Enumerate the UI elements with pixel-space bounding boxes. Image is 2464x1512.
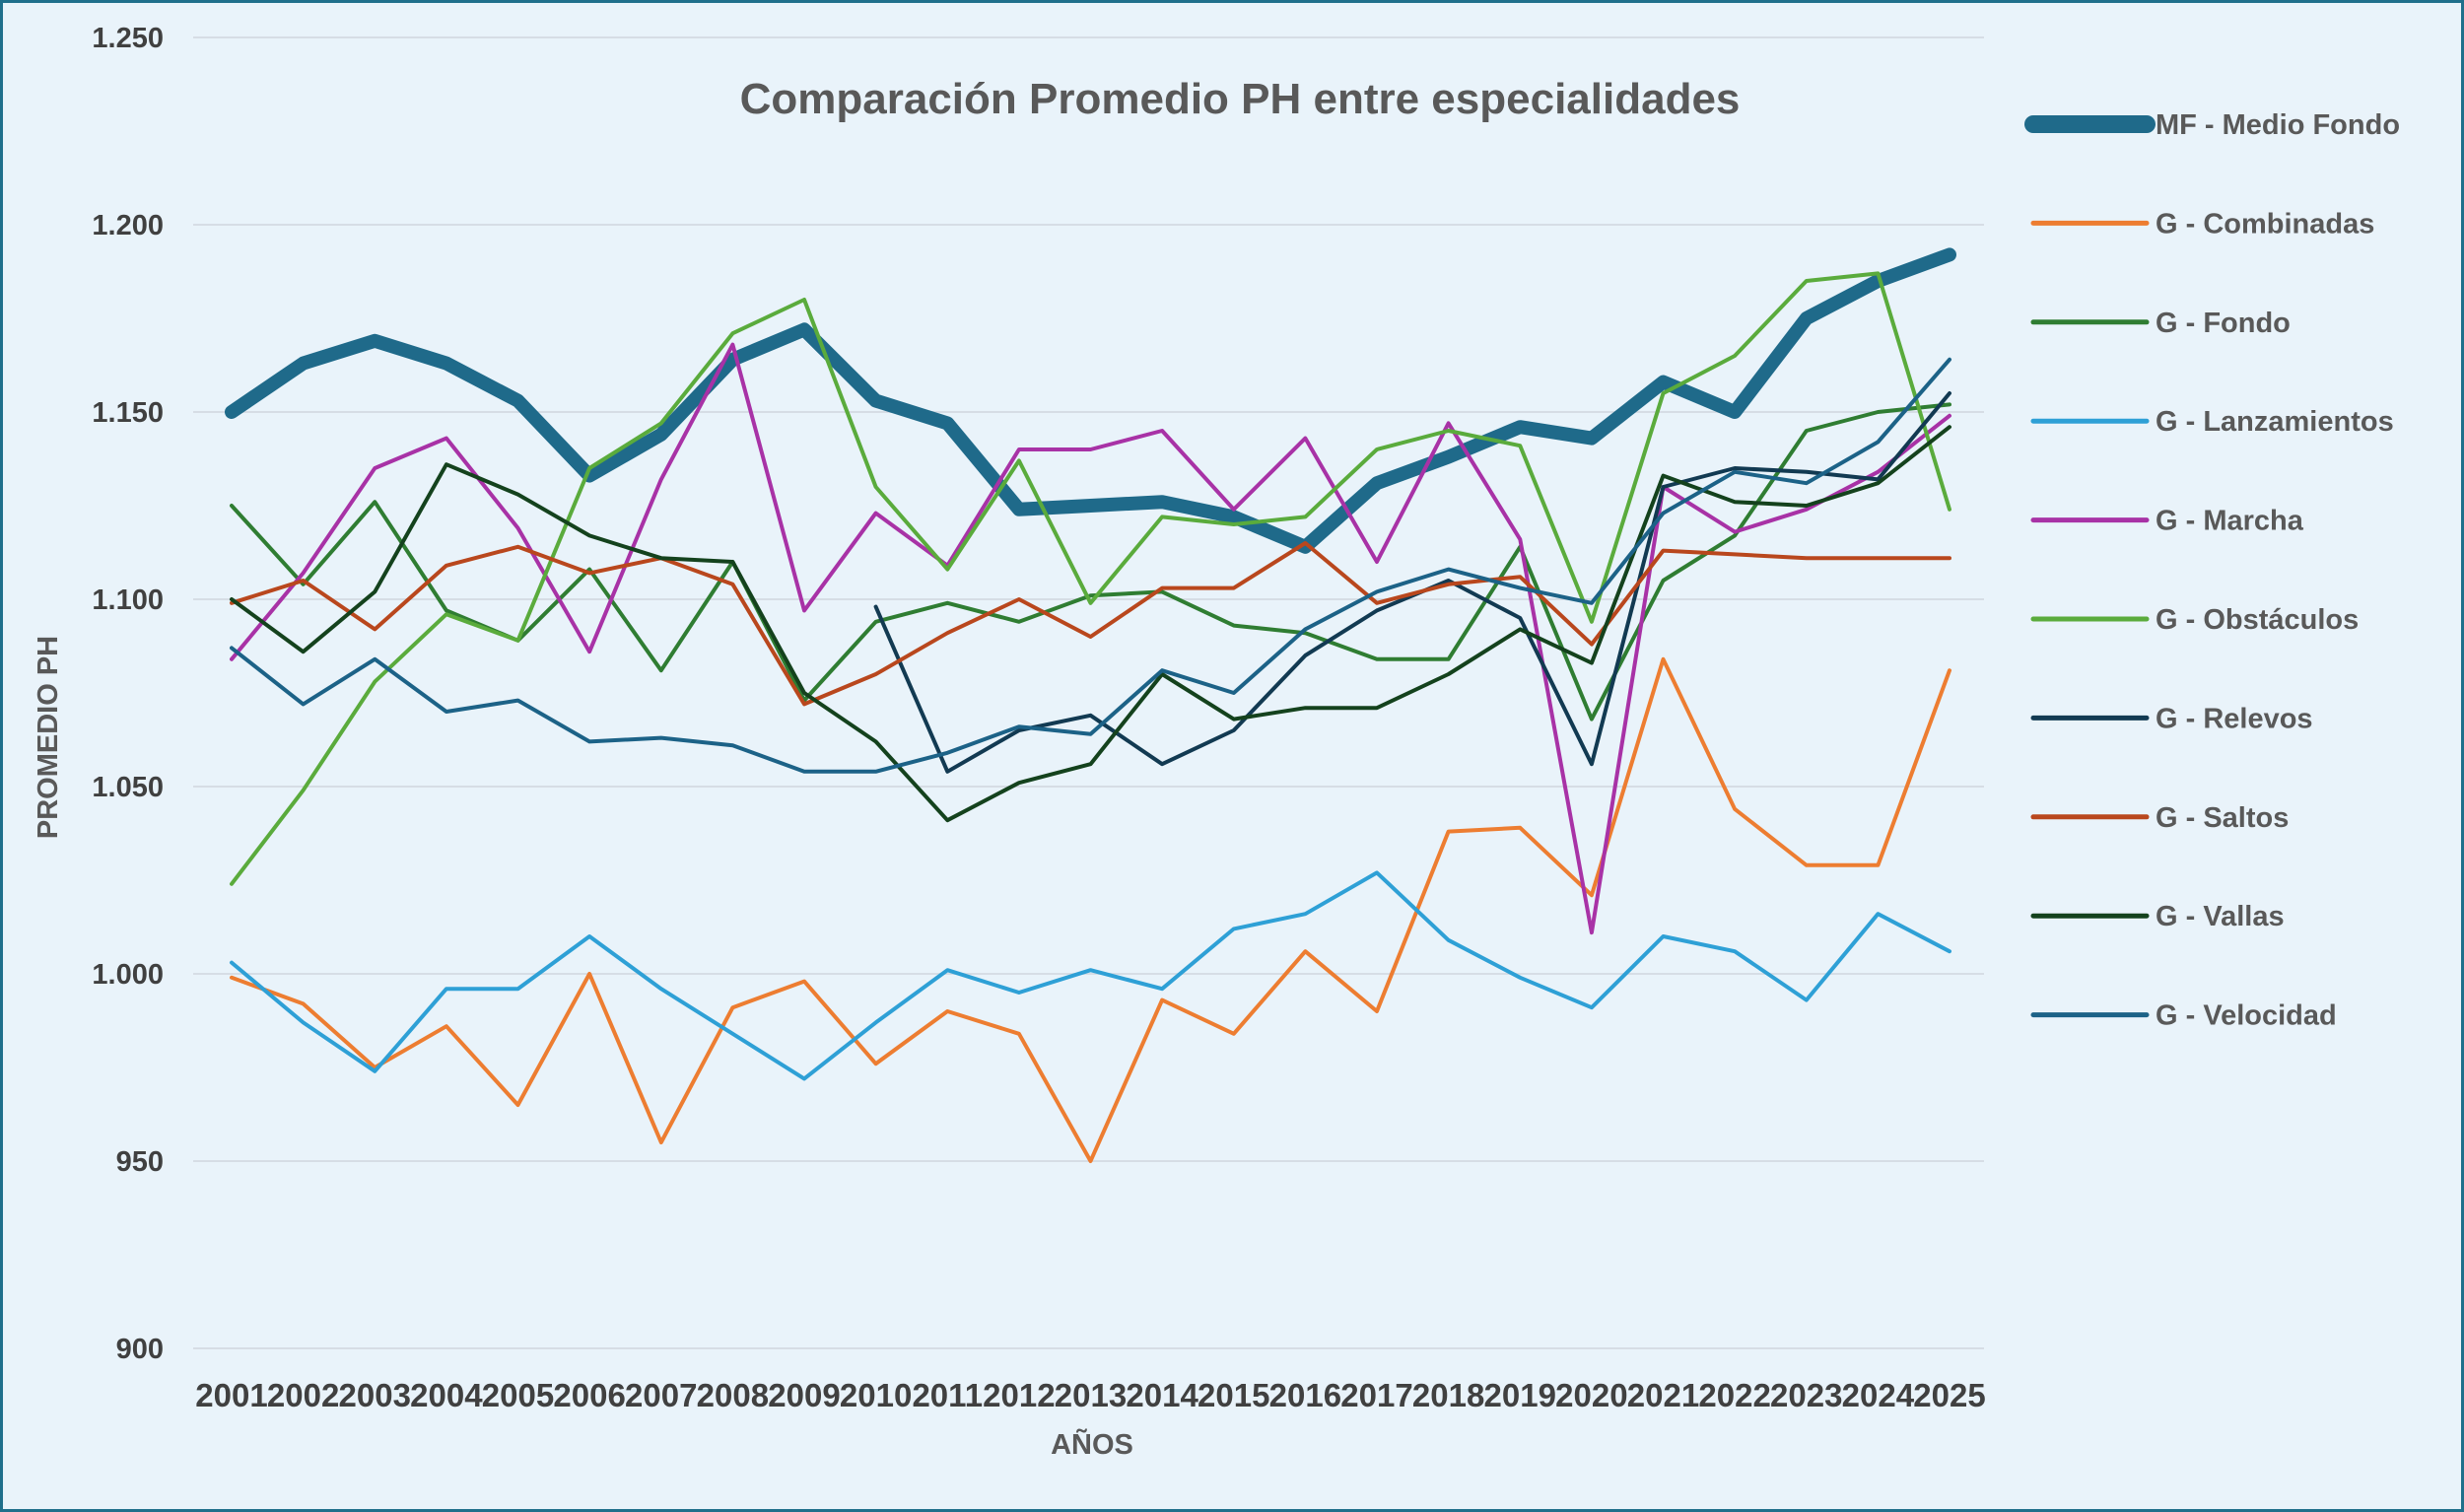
legend-item: G - Saltos <box>2030 802 2289 834</box>
series-line <box>230 870 1951 1081</box>
x-tick-label: 2015 <box>1198 1377 1269 1413</box>
chart-title: Comparación Promedio PH entre especialid… <box>740 75 1741 123</box>
legend-label: G - Obstáculos <box>2156 604 2359 636</box>
legend-label: G - Marcha <box>2156 506 2304 537</box>
y-axis-ticks: 900 950 1.000 1.050 1.100 1.150 1.200 1.250 <box>92 23 164 1365</box>
x-tick-label: 2005 <box>482 1377 554 1413</box>
series-line <box>230 425 1951 823</box>
legend-item: G - Fondo <box>2030 308 2291 339</box>
legend-label: G - Combinadas <box>2156 208 2374 240</box>
x-tick-label: 2023 <box>1770 1377 1842 1413</box>
series-3 <box>230 870 1951 1081</box>
y-tick-label: 1.050 <box>92 772 164 803</box>
x-tick-label: 2020 <box>1555 1377 1627 1413</box>
legend-item: G - Lanzamientos <box>2030 406 2394 438</box>
x-tick-label: 2003 <box>339 1377 411 1413</box>
x-tick-label: 2010 <box>840 1377 912 1413</box>
y-tick-label: 1.150 <box>92 397 164 429</box>
x-tick-label: 2004 <box>410 1377 483 1413</box>
x-tick-label: 2008 <box>697 1377 769 1413</box>
legend-label: MF - Medio Fondo <box>2156 109 2400 141</box>
series-7 <box>230 541 1951 707</box>
series-line <box>230 541 1951 707</box>
legend-item: G - Combinadas <box>2030 208 2374 240</box>
legend-label: G - Relevos <box>2156 703 2313 734</box>
legend-label: G - Velocidad <box>2156 1000 2337 1032</box>
y-tick-label: 1.100 <box>92 584 164 616</box>
series-lines <box>225 247 1956 1163</box>
gridlines <box>193 36 1984 1349</box>
legend-item: G - Marcha <box>2030 506 2304 537</box>
y-tick-label: 950 <box>116 1146 164 1178</box>
legend-label: G - Saltos <box>2156 802 2289 834</box>
y-tick-label: 1.250 <box>92 23 164 54</box>
y-axis-title: PROMEDIO PH <box>33 636 64 839</box>
x-tick-label: 2022 <box>1698 1377 1770 1413</box>
x-tick-label: 2017 <box>1340 1377 1412 1413</box>
x-tick-label: 2007 <box>625 1377 697 1413</box>
y-tick-label: 1.200 <box>92 210 164 241</box>
x-tick-label: 2014 <box>1126 1377 1198 1413</box>
legend-item: G - Relevos <box>2030 703 2313 734</box>
series-line <box>230 271 1951 886</box>
series-0 <box>225 247 1956 554</box>
x-tick-label: 2016 <box>1269 1377 1341 1413</box>
x-tick-label: 2024 <box>1842 1377 1915 1413</box>
series-line <box>230 656 1951 1163</box>
series-1 <box>230 656 1951 1163</box>
series-9 <box>230 357 1951 774</box>
x-tick-label: 2019 <box>1484 1377 1556 1413</box>
x-tick-label: 2011 <box>912 1377 983 1413</box>
y-tick-label: 900 <box>116 1334 164 1365</box>
x-tick-label: 2006 <box>553 1377 625 1413</box>
series-2 <box>230 402 1951 722</box>
x-tick-label: 2001 <box>195 1377 267 1413</box>
legend-label: G - Vallas <box>2156 901 2285 932</box>
x-axis-title: AÑOS <box>1051 1427 1133 1461</box>
legend: MF - Medio Fondo G - Combinadas G - Fondo G… <box>2024 109 2400 1032</box>
series-line <box>230 357 1951 774</box>
legend-item: G - Velocidad <box>2030 1000 2337 1032</box>
series-8 <box>230 425 1951 823</box>
series-line <box>225 247 1956 554</box>
series-line <box>230 402 1951 722</box>
x-tick-label: 2009 <box>768 1377 840 1413</box>
legend-label: G - Lanzamientos <box>2156 406 2394 438</box>
x-tick-label: 2013 <box>1055 1377 1127 1413</box>
x-tick-label: 2002 <box>267 1377 339 1413</box>
series-5 <box>230 271 1951 886</box>
legend-item: G - Vallas <box>2030 901 2285 932</box>
legend-label: G - Fondo <box>2156 308 2291 339</box>
x-tick-label: 2021 <box>1627 1377 1699 1413</box>
legend-item: G - Obstáculos <box>2030 604 2359 636</box>
x-tick-label: 2018 <box>1412 1377 1484 1413</box>
x-axis-ticks: 2001 2002 2003 2004 2005 2006 2007 2008 2009 2010… <box>195 1377 1985 1413</box>
legend-item: MF - Medio Fondo <box>2024 109 2400 141</box>
x-tick-label: 2025 <box>1913 1377 1985 1413</box>
y-tick-label: 1.000 <box>92 959 164 991</box>
x-tick-label: 2012 <box>983 1377 1055 1413</box>
line-chart: 900 950 1.000 1.050 1.100 1.150 1.200 1.250 200… <box>33 23 2400 1461</box>
